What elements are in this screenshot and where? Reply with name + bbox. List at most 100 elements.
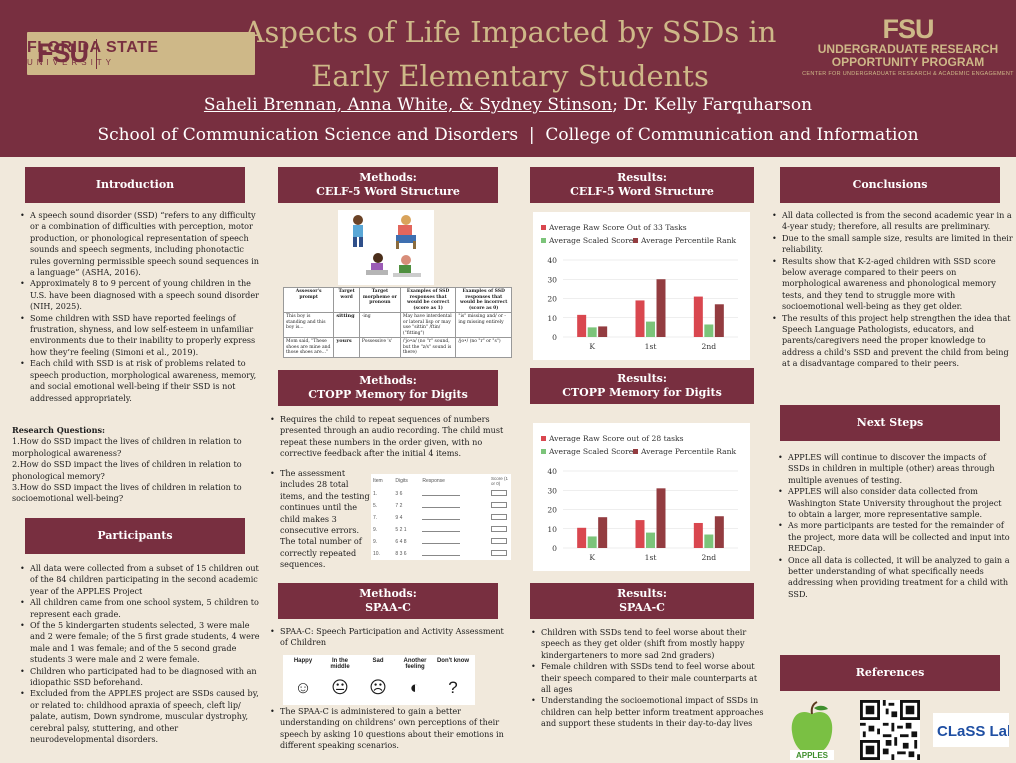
header: FSU FLORIDA STATE UNIVERSITY Aspects of … — [0, 0, 1016, 157]
celf-bar — [656, 279, 666, 337]
sad-face-icon: ☹ — [369, 678, 387, 697]
score-box — [489, 488, 511, 500]
celf-legend-label: Average Raw Score Out of 33 Tasks — [548, 223, 687, 232]
table-row: 10. 8 3 6 — [371, 548, 511, 560]
results-spaa-heading-1: Results: — [617, 587, 667, 600]
ctopp-legend-label: Average Scaled Score — [548, 447, 634, 456]
scale-label: Happy — [293, 658, 313, 664]
scale-label: Sad — [372, 658, 384, 664]
ctopp-x-tick-label: 1st — [645, 553, 657, 562]
methods-spaa-heading-1: Methods: — [359, 587, 417, 600]
list-item: Requires the child to repeat sequences o… — [270, 414, 510, 460]
methods-ctopp-text-2: The assessment includes 28 total items, … — [270, 468, 370, 571]
ctopp-chart-svg: Average Raw Score out of 28 tasks Average… — [541, 434, 738, 562]
table-header: Assessor's prompt — [282, 287, 335, 313]
methods-ctopp-heading: Methods: CTOPP Memory for Digits — [278, 370, 498, 406]
research-questions-heading: Research Questions: — [12, 425, 106, 435]
list-item: Each child with SSD is at risk of proble… — [20, 358, 260, 404]
celf-bar — [646, 321, 655, 337]
conclusions-text: All data collected is from the second ac… — [772, 210, 1014, 370]
scale-label: In the middle — [330, 658, 350, 670]
urop-line-1: UNDERGRADUATE RESEARCH — [817, 42, 999, 56]
list-item: Approximately 8 to 9 percent of young ch… — [20, 278, 260, 312]
results-celf-heading-2: CELF-5 Word Structure — [570, 185, 714, 198]
scale-label: Don't know — [436, 658, 470, 664]
table-header: Item — [373, 478, 383, 484]
references-heading: References — [780, 655, 1000, 691]
table-header: Target morpheme or pronoun — [358, 287, 401, 313]
response-line — [420, 488, 489, 500]
table-cell: 9 4 — [395, 515, 403, 521]
qr-code-icon[interactable] — [860, 700, 920, 760]
celf-chart-svg: Average Raw Score Out of 33 Tasks Average… — [541, 223, 738, 351]
results-celf-heading: Results: CELF-5 Word Structure — [530, 167, 754, 203]
next-steps-heading-text: Next Steps — [856, 416, 924, 429]
list-item: 3.How do SSD impact the lives of childre… — [12, 482, 242, 504]
methods-ctopp-bullets: Requires the child to repeat sequences o… — [270, 414, 510, 460]
participants-heading: Participants — [25, 518, 245, 554]
methods-spaa-heading: Methods: SPAA-C — [278, 583, 498, 619]
table-row: Mom said, "These shoes are mine and thos… — [282, 337, 512, 358]
methods-spaa-bullets-2: The SPAA-C is administered to gain a bet… — [270, 706, 510, 752]
score-box — [489, 524, 511, 536]
table-cell: 10. — [373, 551, 380, 557]
research-questions-list: 1.How do SSD impact the lives of childre… — [12, 436, 260, 504]
results-ctopp-heading: Results: CTOPP Memory for Digits — [530, 368, 754, 404]
table-cell: 5 2 1 — [395, 527, 407, 533]
list-item: Due to the small sample size, results ar… — [772, 233, 1014, 256]
another-feeling-icon: ◐ — [409, 678, 421, 697]
celf-bar — [587, 327, 597, 337]
ctopp-bar — [656, 488, 666, 548]
response-line — [420, 524, 489, 536]
list-item: All children came from one school system… — [20, 597, 260, 620]
list-item: Some children with SSD have reported fee… — [20, 313, 260, 359]
list-item: Children with SSDs tend to feel worse ab… — [531, 627, 765, 661]
table-row: 1. 3 6 — [371, 488, 511, 500]
celf-y-tick-label: 40 — [547, 256, 557, 265]
response-line — [420, 548, 489, 560]
neutral-face-icon: 😐 — [331, 678, 349, 698]
table-cell: /jo•/ (no "r" or "s") — [455, 337, 512, 358]
celf-legend-label: Average Percentile Rank — [640, 236, 737, 245]
table-cell: 9. — [373, 527, 378, 533]
fsu-logo-name: FLORIDA STATE — [27, 39, 159, 56]
celf-bar — [704, 324, 714, 337]
authors: Saheli Brennan, Anna White, & Sydney Sti… — [0, 95, 1016, 115]
methods-celf-heading-2: CELF-5 Word Structure — [316, 185, 460, 198]
celf-legend-label: Average Scaled Score — [548, 236, 634, 245]
methods-celf-heading: Methods: CELF-5 Word Structure — [278, 167, 498, 203]
methods-spaa-text-2: The SPAA-C is administered to gain a bet… — [270, 706, 510, 752]
list-item: All data were collected from a subset of… — [20, 563, 260, 597]
ctopp-bar — [693, 522, 703, 548]
ctopp-bar — [714, 516, 724, 548]
participants-text: All data were collected from a subset of… — [20, 563, 260, 746]
results-spaa-text: Children with SSDs tend to feel worse ab… — [531, 627, 765, 730]
class-lab-label: CLaSS Lab — [937, 723, 1009, 740]
celf-bar — [714, 304, 724, 337]
table-row: 9. 6 4 8 — [371, 536, 511, 548]
ctopp-digit-table: Item Digits Response Score (1 or 0) 1. 3 … — [371, 474, 511, 560]
methods-spaa-bullets: SPAA-C: Speech Participation and Activit… — [270, 626, 510, 649]
results-celf-heading-1: Results: — [617, 171, 667, 184]
apples-logo-label: APPLES — [796, 751, 829, 760]
ctopp-x-tick-label: 2nd — [702, 553, 717, 562]
introduction-text: A speech sound disorder (SSD) “refers to… — [20, 210, 260, 404]
happy-face-icon: ☺ — [294, 678, 312, 697]
results-ctopp-heading-2: CTOPP Memory for Digits — [562, 386, 722, 399]
celf-legend-swatch — [541, 225, 546, 230]
celf-y-tick-label: 10 — [547, 314, 557, 323]
participants-heading-text: Participants — [97, 529, 173, 542]
table-cell: This boy is standing and this boy is... — [282, 312, 335, 338]
table-header: Response — [422, 478, 445, 484]
research-questions: Research Questions: 1.How do SSD impact … — [12, 425, 260, 505]
next-steps-heading: Next Steps — [780, 405, 1000, 441]
response-line — [420, 512, 489, 524]
response-line — [420, 500, 489, 512]
ctopp-y-tick-label: 20 — [547, 506, 557, 515]
introduction-heading-text: Introduction — [95, 178, 175, 191]
conclusions-heading: Conclusions — [780, 167, 1000, 203]
table-header-row: Assessor's prompt Target word Target mor… — [282, 287, 512, 313]
urop-line-2: OPPORTUNITY PROGRAM — [831, 55, 985, 69]
student-authors: Saheli Brennan, Anna White, & Sydney Sti… — [203, 95, 613, 115]
table-row: 7. 9 4 — [371, 512, 511, 524]
